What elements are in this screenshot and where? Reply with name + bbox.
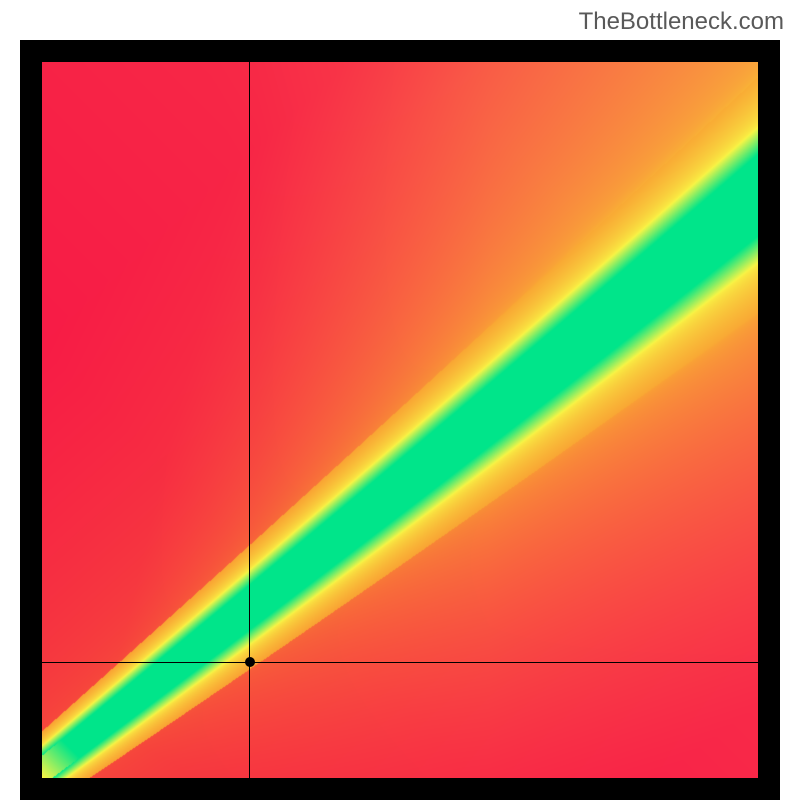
plot-area xyxy=(42,62,758,778)
crosshair-dot xyxy=(245,657,255,667)
heatmap-canvas xyxy=(42,62,758,778)
crosshair-horizontal xyxy=(42,662,758,663)
chart-container: TheBottleneck.com xyxy=(0,0,800,800)
crosshair-vertical xyxy=(249,62,250,778)
watermark-text: TheBottleneck.com xyxy=(579,8,784,36)
plot-frame xyxy=(20,40,780,800)
